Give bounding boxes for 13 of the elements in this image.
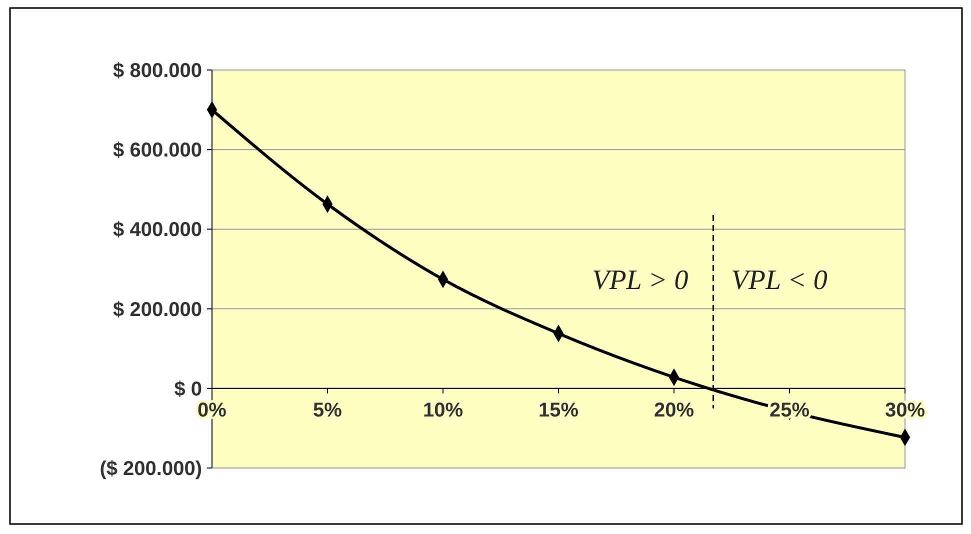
x-tick-label: 10%: [422, 399, 464, 422]
y-tick-label: $ 0: [174, 378, 202, 400]
y-tick-label: $ 200.000: [113, 298, 202, 321]
annotation: VPL < 0: [731, 264, 828, 296]
y-tick-label: $ 800.000: [113, 60, 202, 82]
x-tick-label: 30%: [884, 399, 926, 422]
x-tick-label: 5%: [313, 399, 342, 422]
x-tick-label: 20%: [654, 399, 694, 422]
y-tick-label: ($ 200.000): [100, 458, 202, 480]
y-tick-label: $ 600.000: [113, 140, 202, 162]
x-tick-label: 15%: [538, 399, 579, 422]
annotation: VPL > 0: [592, 264, 688, 296]
y-tick-label: $ 400.000: [113, 219, 202, 242]
